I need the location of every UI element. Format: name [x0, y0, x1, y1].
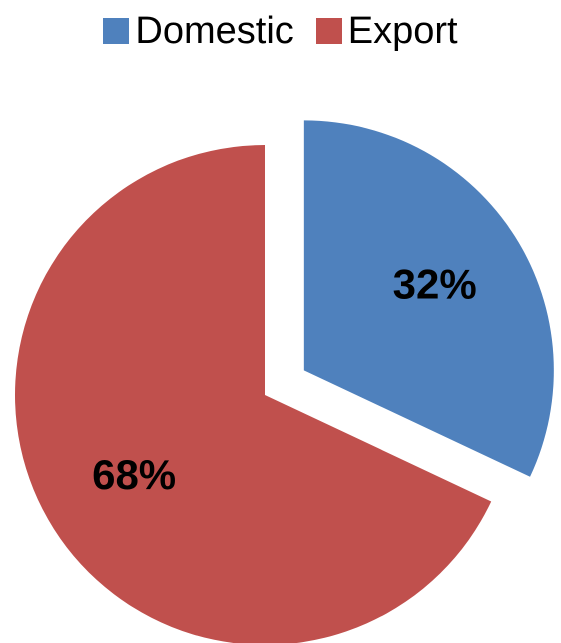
legend-label-export: Export	[347, 10, 458, 52]
legend-swatch-export	[315, 18, 342, 44]
pie-slice-export	[15, 145, 492, 643]
pie-slice-domestic	[303, 120, 554, 477]
legend-label-domestic: Domestic	[135, 10, 294, 52]
data-label-export: 68%	[92, 451, 176, 498]
legend-item-export: Export	[315, 10, 458, 52]
legend-swatch-domestic	[103, 18, 130, 44]
legend-item-domestic: Domestic	[103, 10, 294, 52]
data-label-domestic: 32%	[393, 260, 477, 307]
chart-legend: Domestic Export	[0, 12, 561, 50]
